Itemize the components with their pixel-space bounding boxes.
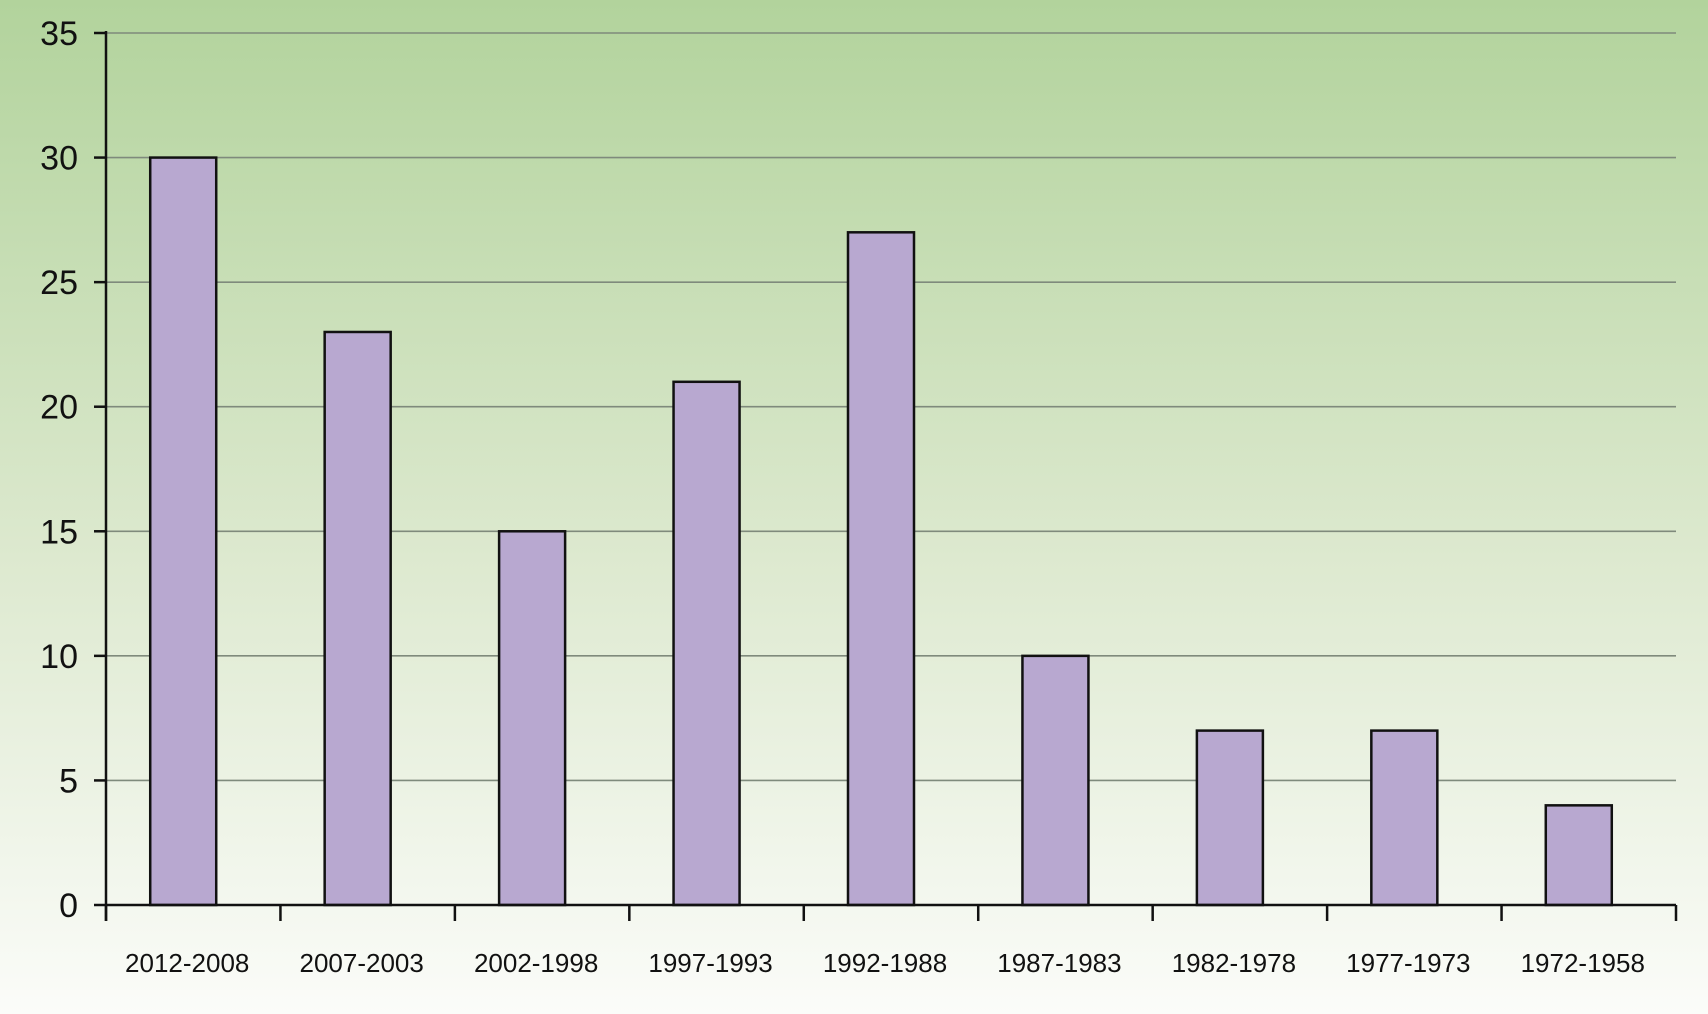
x-tick-label: 2007-2003 — [299, 948, 423, 978]
x-tick-label: 2012-2008 — [125, 948, 249, 978]
x-tick-label: 1992-1988 — [823, 948, 947, 978]
bar-1982-1978 — [1195, 729, 1265, 907]
x-tick-label: 1982-1978 — [1172, 948, 1296, 978]
x-tick-label: 1997-1993 — [648, 948, 772, 978]
y-tick-label: 10 — [40, 638, 78, 676]
y-tick-label: 35 — [40, 15, 78, 53]
bar-1972-1958 — [1544, 804, 1614, 907]
y-tick-labels: 0 5 10 15 20 25 30 35 — [40, 15, 78, 925]
y-tick-label: 0 — [59, 887, 78, 925]
bar-1992-1988 — [846, 231, 916, 907]
x-tick-label: 2002-1998 — [474, 948, 598, 978]
x-tick-label: 1987-1983 — [997, 948, 1121, 978]
y-tick-label: 25 — [40, 264, 78, 302]
x-tick-label: 1972-1958 — [1521, 948, 1645, 978]
bar-1977-1973 — [1370, 729, 1439, 907]
bar-2007-2003 — [323, 330, 392, 907]
y-tick-label: 15 — [40, 513, 78, 551]
y-tick-label: 30 — [40, 140, 78, 178]
bar-2002-1998 — [497, 530, 567, 907]
bar-1997-1993 — [672, 380, 741, 907]
y-tick-label: 5 — [59, 762, 78, 800]
axes — [94, 31, 1678, 921]
x-tick-label: 1977-1973 — [1346, 948, 1470, 978]
x-tick-labels: 2012-2008 2007-2003 2002-1998 1997-1993 1992… — [125, 948, 1645, 978]
bar-2012-2008 — [148, 156, 218, 907]
bar-1987-1983 — [1021, 654, 1090, 907]
y-tick-label: 20 — [40, 389, 78, 427]
